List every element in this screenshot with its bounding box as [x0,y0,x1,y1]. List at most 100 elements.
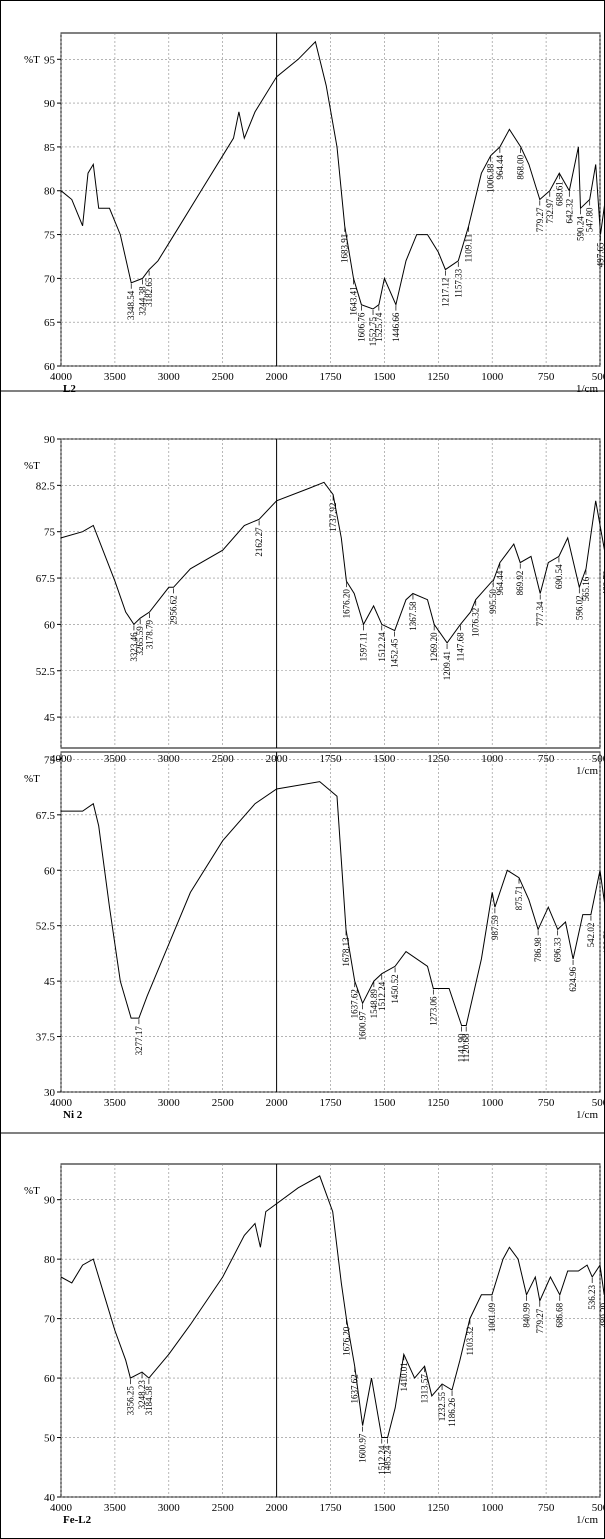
peak-label: 1001.09 [487,1302,497,1332]
x-tick-label: 4000 [50,1502,73,1514]
peak-label: 779.27 [535,1308,545,1333]
x-tick-label: 1500 [373,371,396,383]
peak-label: 1485.24 [383,1445,393,1475]
peak-label: 642.32 [564,199,574,224]
peak-label: 1600.97 [358,1433,368,1463]
y-tick-label: 90 [44,434,56,446]
sample-label: Ni 2 [63,1109,83,1121]
y-tick-label: 82.5 [36,480,56,492]
spectrum-panel-2: 4000350030002500200017501500125010007505… [24,434,605,777]
peak-label: 624.96 [568,966,578,991]
peak-label: 542.02 [586,923,596,948]
peak-label: 1606.76 [356,312,366,342]
peak-label: 868.00 [516,154,526,179]
peak-label: 3244.38 [137,286,147,316]
y-tick-label: 65 [44,317,56,329]
x-tick-label: 2500 [212,1502,235,1514]
peak-label: 1452.45 [390,638,400,668]
peak-label: 1367.58 [408,601,418,631]
peak-label: 1446.66 [391,312,401,342]
y-tick-label: 60 [44,1373,56,1385]
x-tick-label: 4000 [50,1097,73,1109]
peak-label: 3356.25 [125,1386,135,1416]
y-tick-label: 50 [44,1433,56,1445]
x-tick-label: 1250 [427,1097,450,1109]
peak-label: 1512.24 [377,1445,387,1475]
y-tick-label: 52.5 [36,666,56,678]
y-tick-label: 90 [44,98,56,110]
peak-label: 1525.74 [374,312,384,342]
peak-label: 1410.01 [399,1362,409,1391]
peak-label: 875.71 [514,886,524,911]
x-tick-label: 1000 [481,1097,504,1109]
peak-label: 565.16 [581,576,591,601]
x-tick-label: 3000 [158,371,181,383]
y-tick-label: 60 [44,619,56,631]
peak-label: 3178.79 [145,620,155,650]
x-tick-label: 2000 [266,371,289,383]
x-tick-label: 2000 [266,1097,289,1109]
peak-label: 497.65 [596,242,605,267]
peak-label: 1512.24 [377,632,387,662]
y-axis-label: %T [24,1185,40,1197]
x-tick-label: 1500 [373,1097,396,1109]
y-tick-label: 45 [44,712,56,724]
x-tick-label: 3000 [158,753,181,765]
peak-label: 1600.97 [358,1011,368,1041]
peak-label: 1637.62 [350,989,360,1018]
x-tick-label: 3500 [104,1097,127,1109]
x-tick-label: 500 [592,1502,605,1514]
x-tick-label: 750 [538,1097,555,1109]
peak-label: 686.68 [555,1302,565,1327]
y-axis-label: %T [24,54,40,66]
peak-label: 1552.75 [368,317,378,347]
peak-label: 840.99 [521,1302,531,1327]
x-axis-unit: 1/cm [576,765,598,777]
x-tick-label: 1500 [373,753,396,765]
y-tick-label: 95 [44,54,56,66]
peak-label: 1676.20 [341,589,351,619]
x-tick-label: 1500 [373,1502,396,1514]
y-tick-label: 75 [44,754,56,766]
peak-label: 596.02 [574,595,584,620]
x-tick-label: 750 [538,371,555,383]
y-tick-label: 75 [44,527,56,539]
peak-label: 1737.92 [328,503,338,532]
spectrum-panel-4: 4000 3500 3000 2500 2000 1750 1500 1250 1000 750 5… [24,1163,605,1526]
peak-label: 1313.57 [420,1374,430,1404]
y-tick-label: 45 [44,976,56,988]
x-tick-label: 750 [538,753,555,765]
peak-label: 1232.55 [437,1392,447,1422]
peak-label: 688.61 [554,181,564,206]
peak-label: 869.92 [515,571,525,596]
x-tick-label: 500 [592,371,605,383]
peak-label: 3323.46 [129,632,139,662]
sample-label: Fe-L2 [63,1514,92,1526]
peak-label: 3277.17 [134,1026,144,1056]
x-tick-label: 2500 [212,753,235,765]
peak-label: 547.80 [585,207,595,232]
peak-label: 786.98 [533,937,543,962]
peak-label: 3248.23 [137,1380,147,1410]
peak-label: 1120.68 [461,1033,471,1062]
peak-label: 995.50 [488,589,498,614]
y-tick-label: 90 [44,1195,56,1207]
x-tick-label: 2000 [266,1502,289,1514]
x-tick-label: 1250 [427,371,450,383]
peak-label: 1157.33 [453,268,463,297]
peak-label: 1450.52 [390,974,400,1003]
peak-label: 3184.58 [144,1386,154,1416]
peak-label: 1683.91 [340,234,350,263]
peak-label: 1676.20 [341,1326,351,1356]
x-tick-label: 2500 [212,371,235,383]
y-tick-label: 75 [44,230,56,242]
peak-label: 1269.20 [429,632,439,662]
x-tick-label: 1750 [320,753,343,765]
peak-label: 1076.32 [471,608,481,637]
peak-label: 779.27 [535,207,545,232]
x-tick-label: 500 [592,1097,605,1109]
peak-label: 690.54 [554,564,564,589]
peak-label: 1678.13 [341,937,351,967]
y-tick-label: 37.5 [36,1032,56,1044]
